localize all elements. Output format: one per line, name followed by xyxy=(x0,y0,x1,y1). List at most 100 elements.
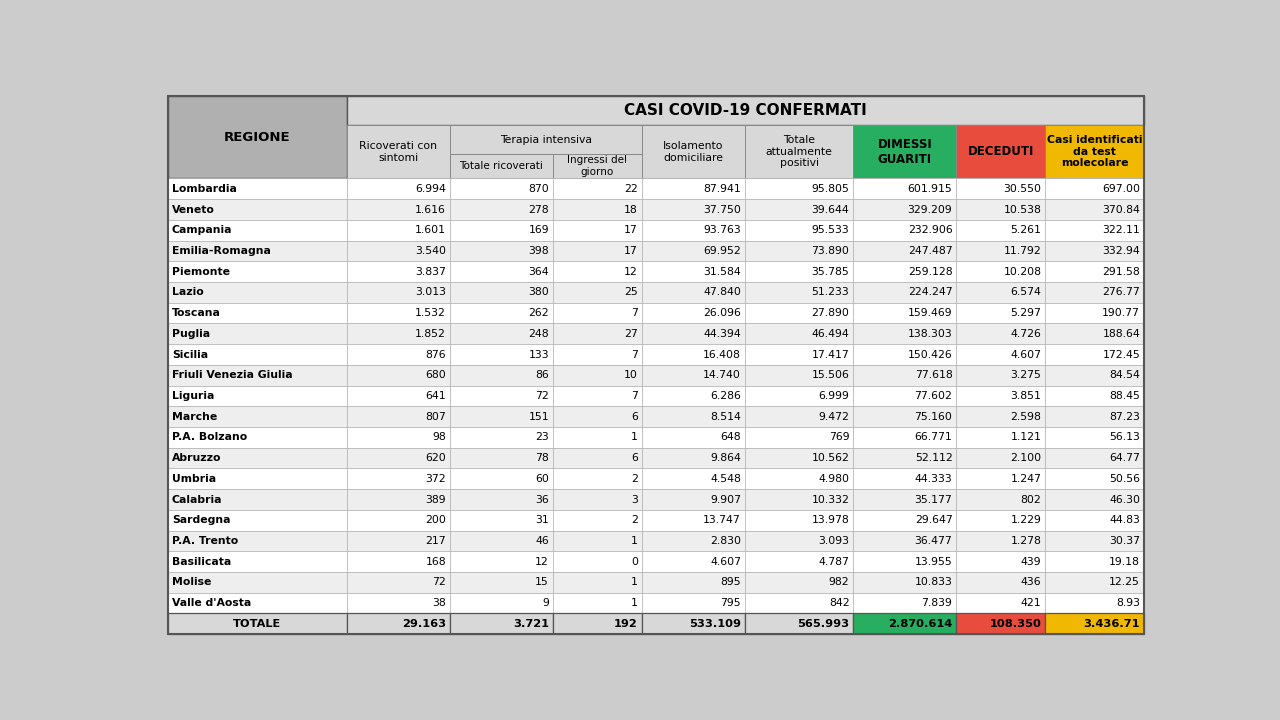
Bar xyxy=(168,552,347,572)
Text: 1.229: 1.229 xyxy=(1010,516,1042,525)
Bar xyxy=(1046,510,1144,531)
Text: 95.533: 95.533 xyxy=(812,225,850,235)
Bar xyxy=(451,179,553,199)
Bar xyxy=(745,427,854,448)
Text: 2: 2 xyxy=(631,474,637,484)
Text: 291.58: 291.58 xyxy=(1102,266,1140,276)
Text: 3.721: 3.721 xyxy=(513,618,549,629)
Text: 17: 17 xyxy=(625,225,637,235)
Bar xyxy=(168,365,347,386)
Bar xyxy=(745,344,854,365)
Bar xyxy=(641,386,745,406)
Bar xyxy=(553,220,641,240)
Text: Umbria: Umbria xyxy=(172,474,216,484)
Bar xyxy=(553,448,641,469)
Bar xyxy=(641,344,745,365)
Text: 3.851: 3.851 xyxy=(1010,391,1042,401)
Bar xyxy=(641,199,745,220)
Text: Friuli Venezia Giulia: Friuli Venezia Giulia xyxy=(172,370,293,380)
Bar xyxy=(347,261,451,282)
Text: 35.785: 35.785 xyxy=(812,266,850,276)
Bar xyxy=(168,572,347,593)
Bar xyxy=(451,469,553,489)
Bar xyxy=(451,154,553,179)
Bar xyxy=(347,125,451,179)
Text: Abruzzo: Abruzzo xyxy=(172,453,221,463)
Bar xyxy=(168,220,347,240)
Text: 64.77: 64.77 xyxy=(1110,453,1140,463)
Bar xyxy=(451,572,553,593)
Bar xyxy=(1046,323,1144,344)
Text: Campania: Campania xyxy=(172,225,233,235)
Text: 84.54: 84.54 xyxy=(1110,370,1140,380)
Text: 6: 6 xyxy=(631,412,637,422)
Bar xyxy=(641,282,745,302)
Bar xyxy=(168,469,347,489)
Bar xyxy=(553,572,641,593)
Bar xyxy=(451,365,553,386)
Text: Lombardia: Lombardia xyxy=(172,184,237,194)
Text: 7: 7 xyxy=(631,391,637,401)
Text: Calabria: Calabria xyxy=(172,495,223,505)
Bar xyxy=(956,199,1046,220)
Text: 7.839: 7.839 xyxy=(922,598,952,608)
Text: Sicilia: Sicilia xyxy=(172,349,209,359)
Bar xyxy=(168,323,347,344)
Text: 1: 1 xyxy=(631,598,637,608)
Text: REGIONE: REGIONE xyxy=(224,131,291,144)
Bar xyxy=(641,448,745,469)
Text: 14.740: 14.740 xyxy=(703,370,741,380)
Text: Basilicata: Basilicata xyxy=(172,557,232,567)
Bar xyxy=(451,531,553,552)
Bar xyxy=(641,613,745,634)
Text: 6.999: 6.999 xyxy=(818,391,850,401)
Text: 3.093: 3.093 xyxy=(818,536,850,546)
Text: 8.93: 8.93 xyxy=(1116,598,1140,608)
Bar xyxy=(347,510,451,531)
Text: Totale ricoverati: Totale ricoverati xyxy=(460,161,544,171)
Text: 842: 842 xyxy=(829,598,850,608)
Text: 75.160: 75.160 xyxy=(915,412,952,422)
Text: 259.128: 259.128 xyxy=(908,266,952,276)
Text: 982: 982 xyxy=(829,577,850,588)
Bar xyxy=(956,427,1046,448)
Text: 12.25: 12.25 xyxy=(1110,577,1140,588)
Text: 2.870.614: 2.870.614 xyxy=(888,618,952,629)
Text: 38: 38 xyxy=(433,598,445,608)
Text: 133: 133 xyxy=(529,349,549,359)
Bar xyxy=(854,179,956,199)
Bar xyxy=(956,448,1046,469)
Text: 1: 1 xyxy=(631,433,637,442)
Bar xyxy=(641,469,745,489)
Text: 188.64: 188.64 xyxy=(1102,329,1140,339)
Text: 620: 620 xyxy=(425,453,445,463)
Bar xyxy=(168,344,347,365)
Bar xyxy=(553,386,641,406)
Text: 77.618: 77.618 xyxy=(915,370,952,380)
Bar xyxy=(745,489,854,510)
Text: 10.332: 10.332 xyxy=(812,495,850,505)
Bar xyxy=(1046,344,1144,365)
Bar xyxy=(745,531,854,552)
Text: 6.994: 6.994 xyxy=(415,184,445,194)
Text: 25: 25 xyxy=(625,287,637,297)
Text: 217: 217 xyxy=(425,536,445,546)
Bar xyxy=(1046,489,1144,510)
Bar xyxy=(168,240,347,261)
Text: 439: 439 xyxy=(1020,557,1042,567)
Text: 50.56: 50.56 xyxy=(1108,474,1140,484)
Bar xyxy=(745,282,854,302)
Text: Lazio: Lazio xyxy=(172,287,204,297)
Bar xyxy=(641,365,745,386)
Text: 190.77: 190.77 xyxy=(1102,308,1140,318)
Bar xyxy=(745,448,854,469)
Text: Puglia: Puglia xyxy=(172,329,210,339)
Text: 51.233: 51.233 xyxy=(812,287,850,297)
Text: 1: 1 xyxy=(631,577,637,588)
Text: 364: 364 xyxy=(529,266,549,276)
Text: 46.30: 46.30 xyxy=(1108,495,1140,505)
Bar xyxy=(168,510,347,531)
Text: Liguria: Liguria xyxy=(172,391,214,401)
Text: 29.647: 29.647 xyxy=(915,516,952,525)
Bar xyxy=(347,572,451,593)
